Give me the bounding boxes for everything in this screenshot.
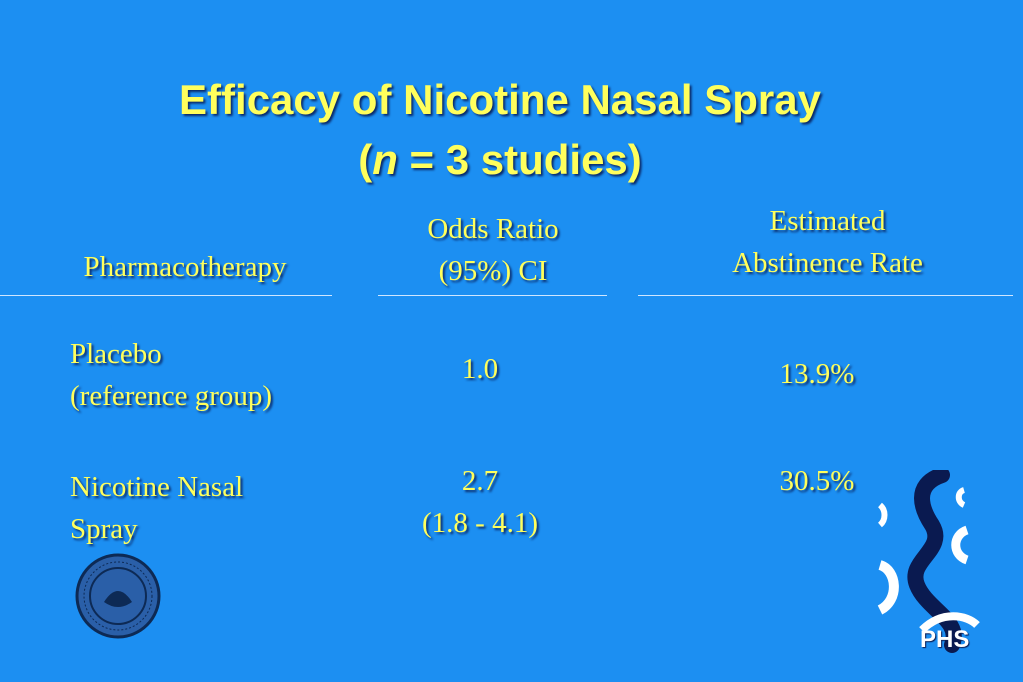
- header-cell: Pharmacotherapy: [40, 246, 330, 288]
- cell-line: 1.0: [461, 353, 499, 385]
- table-cell: Placebo (reference group): [70, 333, 272, 417]
- table-cell: 2.7 (1.8 - 4.1): [380, 460, 580, 544]
- phs-logo: [877, 470, 980, 653]
- header-line: (95%) CI: [438, 255, 548, 287]
- header-rule: [638, 295, 1013, 296]
- table-cell: 1.0: [380, 348, 580, 390]
- cell-line: Spray: [70, 513, 138, 545]
- table-cell: 13.9%: [717, 353, 917, 395]
- cell-line: 2.7: [461, 465, 499, 497]
- cell-line: Nicotine Nasal: [70, 471, 244, 503]
- title-part: n: [372, 136, 398, 183]
- title-line: (n = 3 studies): [0, 136, 1000, 184]
- cell-line: 13.9%: [779, 358, 855, 390]
- cell-line: Placebo: [70, 338, 162, 370]
- header-cell: Estimated Abstinence Rate: [680, 200, 975, 284]
- header-line: Pharmacotherapy: [83, 251, 287, 283]
- logo-text: PHS: [920, 626, 970, 653]
- seal: [75, 553, 161, 639]
- header-cell: Odds Ratio (95%) CI: [378, 208, 608, 292]
- title-line: Efficacy of Nicotine Nasal Spray: [179, 76, 821, 123]
- header-line: Odds Ratio: [427, 213, 559, 245]
- title-part: (: [358, 136, 373, 183]
- header-rule: [378, 295, 607, 296]
- cell-line: (reference group): [70, 380, 273, 412]
- header-line: Estimated: [769, 205, 886, 237]
- cell-line: (1.8 - 4.1): [422, 507, 538, 539]
- cell-line: 30.5%: [779, 465, 855, 497]
- header-rule: [0, 295, 332, 296]
- header-line: Abstinence Rate: [732, 247, 923, 279]
- table-cell: 30.5%: [717, 460, 917, 502]
- title-part: = 3 studies): [397, 136, 642, 183]
- table-cell: Nicotine Nasal Spray: [70, 466, 243, 550]
